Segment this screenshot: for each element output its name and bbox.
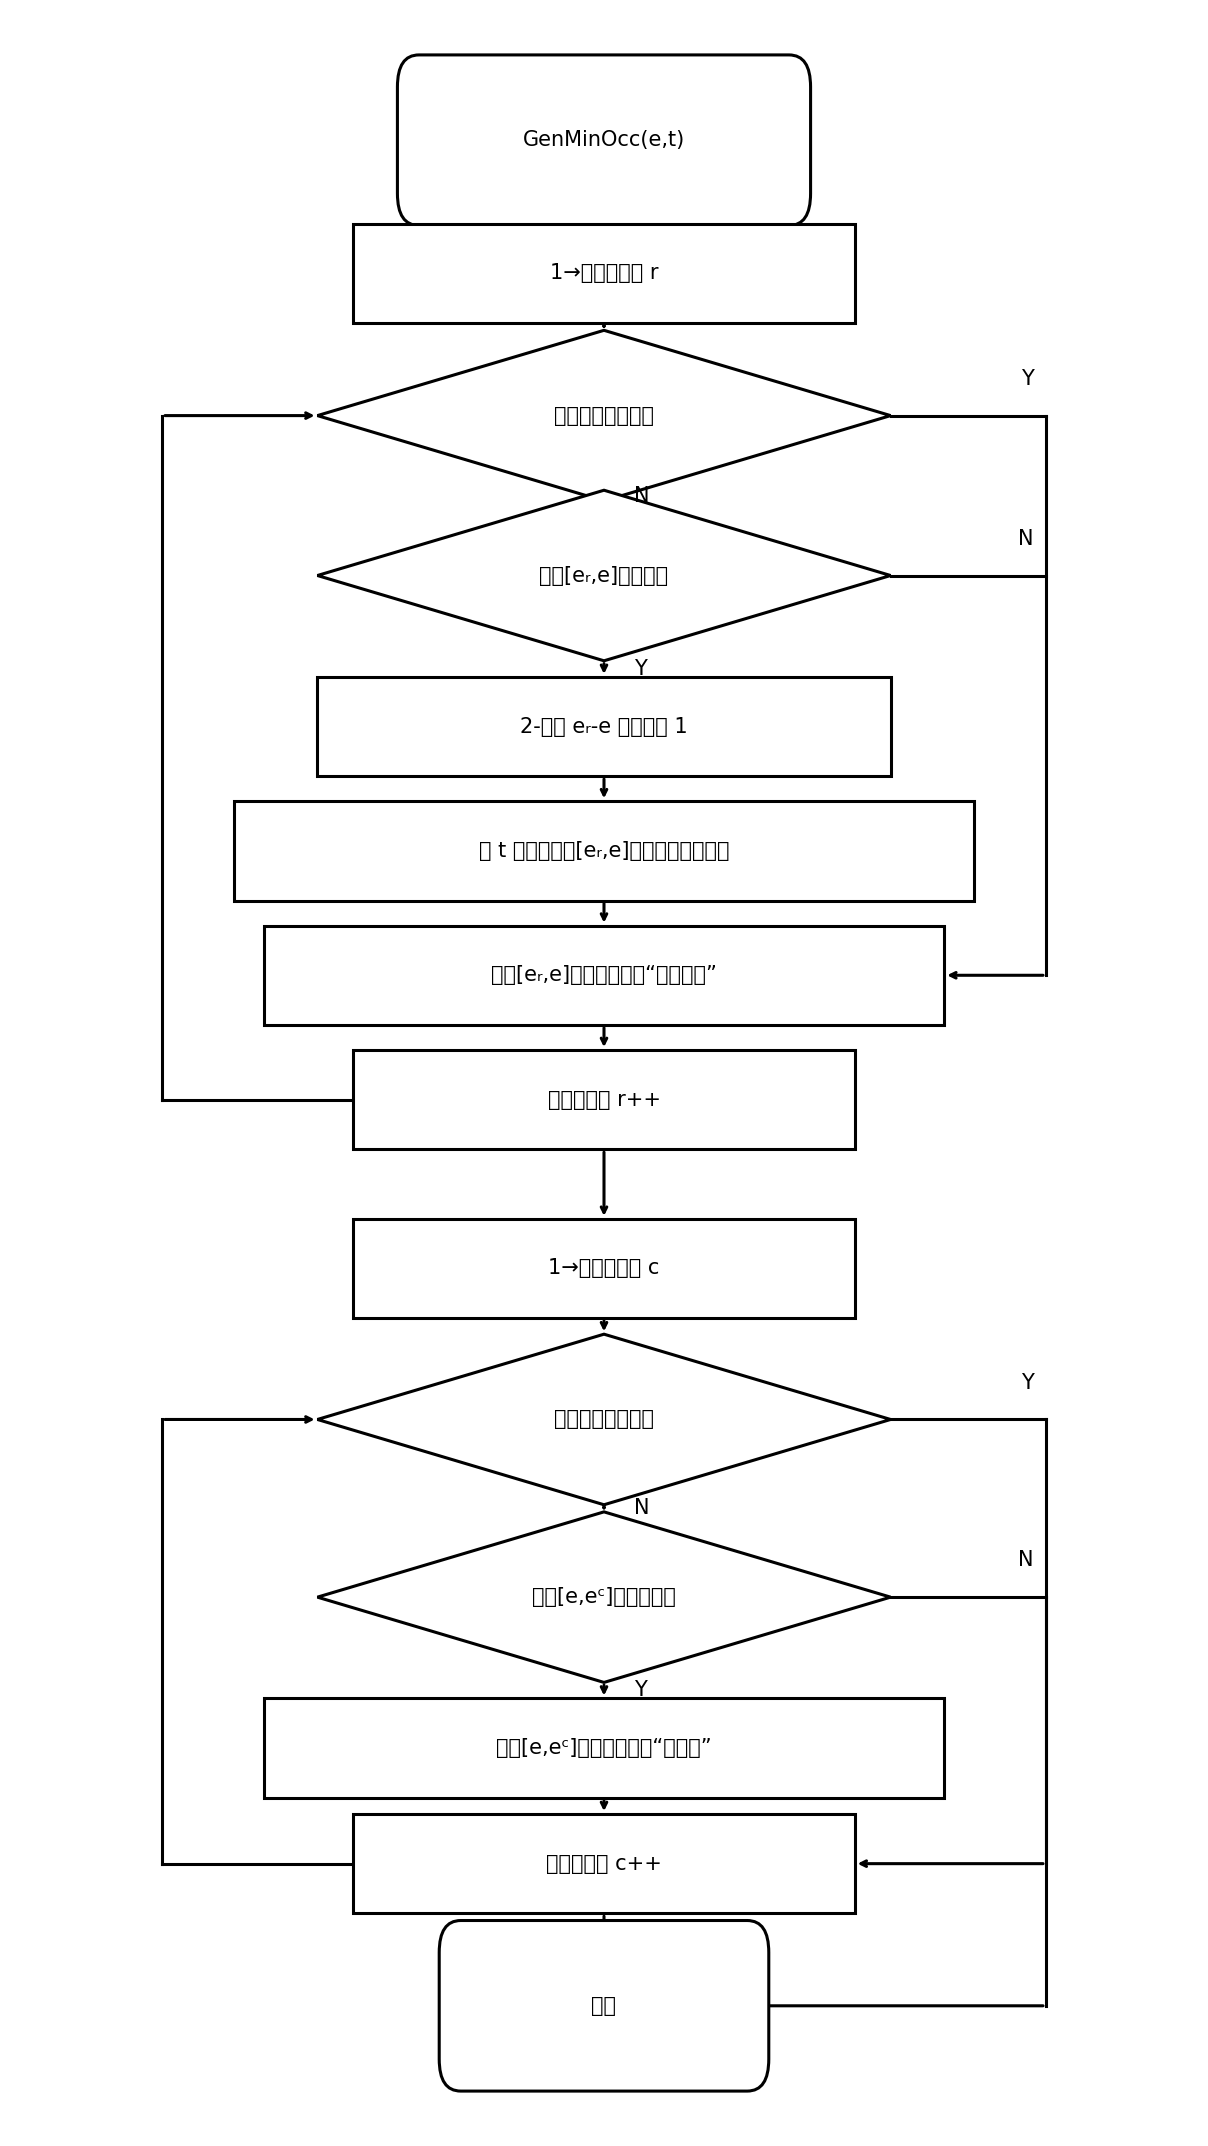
- Text: 所有行都处理完？: 所有行都处理完？: [554, 406, 654, 425]
- Bar: [263, 1697, 945, 1798]
- Text: N: N: [634, 1498, 650, 1519]
- Bar: [234, 800, 974, 901]
- Bar: [353, 1813, 855, 1914]
- Text: N: N: [634, 485, 650, 506]
- Bar: [318, 676, 890, 777]
- Text: 元素[eᵣ,e]的状态设置为“不可修改”: 元素[eᵣ,e]的状态设置为“不可修改”: [492, 966, 716, 985]
- Text: Y: Y: [634, 659, 646, 678]
- Text: Y: Y: [634, 1680, 646, 1700]
- Text: 元素[e,eᶜ]不可修改？: 元素[e,eᶜ]不可修改？: [532, 1588, 676, 1607]
- FancyBboxPatch shape: [440, 1921, 768, 2090]
- Text: 所有列都处理完？: 所有列都处理完？: [554, 1410, 654, 1429]
- Text: N: N: [1018, 1552, 1034, 1571]
- Text: 1→矩阵列索引 c: 1→矩阵列索引 c: [548, 1258, 660, 1279]
- Text: Y: Y: [1021, 369, 1034, 388]
- Bar: [353, 1049, 855, 1150]
- Text: N: N: [1018, 528, 1034, 549]
- Polygon shape: [318, 1335, 890, 1504]
- Text: 1→矩阵行索引 r: 1→矩阵行索引 r: [550, 264, 658, 283]
- Text: 元素[e,eᶜ]的状态设置为“可修改”: 元素[e,eᶜ]的状态设置为“可修改”: [496, 1738, 712, 1758]
- FancyBboxPatch shape: [397, 56, 811, 225]
- Text: 矩阵列索引 c++: 矩阵列索引 c++: [546, 1854, 662, 1873]
- Text: 返回: 返回: [592, 1996, 616, 2015]
- Text: 元素[eᵣ,e]可修改？: 元素[eᵣ,e]可修改？: [540, 567, 668, 586]
- Bar: [353, 1219, 855, 1318]
- Bar: [353, 223, 855, 324]
- Polygon shape: [318, 330, 890, 500]
- Polygon shape: [318, 489, 890, 661]
- Text: 将 t 追加到元素[eᵣ,e]的时间戟队列尾部: 将 t 追加到元素[eᵣ,e]的时间戟队列尾部: [478, 841, 730, 861]
- Text: 矩阵行索引 r++: 矩阵行索引 r++: [547, 1090, 661, 1109]
- Polygon shape: [318, 1513, 890, 1682]
- Bar: [263, 925, 945, 1026]
- Text: Y: Y: [1021, 1373, 1034, 1393]
- Text: 2-情节 eᵣ-e 的计数加 1: 2-情节 eᵣ-e 的计数加 1: [521, 717, 687, 736]
- Text: GenMinOcc(e,t): GenMinOcc(e,t): [523, 131, 685, 150]
